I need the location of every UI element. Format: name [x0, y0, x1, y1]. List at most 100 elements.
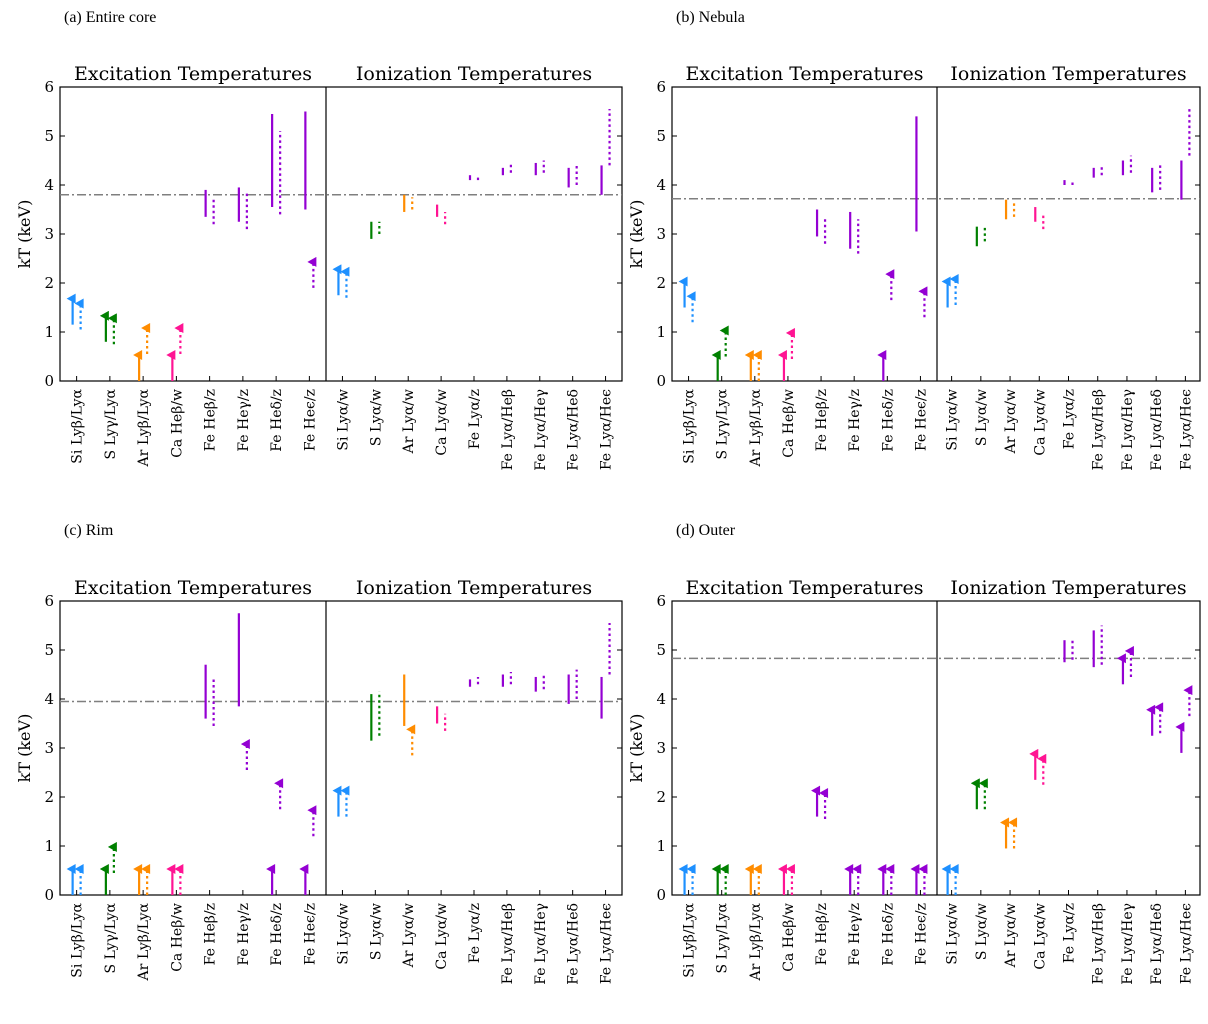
group-title: Ionization Temperatures: [356, 63, 592, 85]
category-label: Fe Lyα/z: [467, 389, 483, 449]
y-axis-label: kT (keV): [627, 714, 646, 783]
category-label: Ca Heβ/w: [169, 903, 185, 972]
category-label: S Lyγ/Lyα: [715, 902, 731, 973]
category-label: Fe Lyα/Heδ: [566, 389, 582, 471]
category-label: Fe Lyα/z: [467, 903, 483, 963]
category-label: Fe Lyα/Heγ: [533, 389, 549, 471]
category-label: Ca Lyα/w: [434, 903, 450, 970]
panel-plot: 0 1 2 3 4 5 6 kT (keV) Excitation Temperatures Si…: [627, 577, 1201, 985]
category-label: Fe Heδ/z: [269, 903, 285, 966]
y-tick-label: 5: [44, 127, 54, 145]
category-label: Ca Lyα/w: [1032, 389, 1048, 456]
plot-frame: [59, 600, 623, 896]
y-tick-label: 3: [44, 739, 54, 757]
category-label: Ar Lyβ/Lyα: [748, 902, 764, 981]
category-label: Fe Lyα/z: [1062, 389, 1078, 449]
category-label: Fe Lyα/Heϵ: [599, 389, 615, 470]
y-tick-label: 5: [656, 641, 666, 659]
panel-label: (a) Entire core: [64, 9, 156, 26]
category-label: Ca Heβ/w: [169, 389, 185, 458]
y-tick-label: 6: [656, 78, 666, 96]
y-tick-label: 3: [656, 225, 666, 243]
y-tick-label: 0: [656, 372, 666, 390]
category-label: Fe Heγ/z: [847, 903, 863, 966]
category-label: Fe Lyα/z: [1062, 903, 1078, 963]
category-label: Fe Heγ/z: [236, 903, 252, 966]
y-tick-label: 5: [656, 127, 666, 145]
category-label: Fe Heϵ/z: [913, 903, 929, 965]
category-label: Ar Lyβ/Lyα: [748, 388, 764, 467]
category-label: Ca Heβ/w: [781, 389, 797, 458]
category-label: Fe Lyα/Heϵ: [599, 903, 615, 984]
category-label: Fe Heδ/z: [880, 389, 896, 452]
category-label: Fe Lyα/Heβ: [1091, 903, 1107, 984]
category-label: Fe Lyα/Heϵ: [1178, 903, 1194, 984]
category-label: Fe Heϵ/z: [913, 389, 929, 451]
category-label: Si Lyα/w: [335, 389, 351, 451]
category-label: Fe Lyα/Heδ: [566, 903, 582, 985]
category-label: S Lyα/w: [974, 389, 990, 446]
category-label: Ar Lyβ/Lyα: [136, 388, 152, 467]
panel-d: (d) Outer 0 1 2 3 4 5 6 kT (keV) Excitation Temp…: [627, 522, 1201, 985]
panel-plot: 0 1 2 3 4 5 6 kT (keV) Excitation Temperatures Si…: [15, 577, 623, 985]
category-label: Si Lyβ/Lyα: [682, 388, 698, 463]
plot-frame: [671, 600, 1201, 896]
y-tick-label: 1: [44, 323, 54, 341]
y-tick-label: 5: [44, 641, 54, 659]
panel-plot: 0 1 2 3 4 5 6 kT (keV) Excitation Temperatures Si…: [627, 63, 1201, 471]
category-label: Ar Lyα/w: [401, 903, 417, 968]
y-tick-label: 6: [656, 592, 666, 610]
group-title: Excitation Temperatures: [686, 577, 924, 599]
group-title: Ionization Temperatures: [356, 577, 592, 599]
group-title: Excitation Temperatures: [74, 63, 312, 85]
category-label: Si Lyβ/Lyα: [682, 902, 698, 977]
y-tick-label: 3: [44, 225, 54, 243]
category-label: Ar Lyα/w: [1003, 389, 1019, 454]
category-label: Si Lyα/w: [335, 903, 351, 965]
category-label: S Lyγ/Lyα: [103, 902, 119, 973]
panel-c: (c) Rim 0 1 2 3 4 5 6 kT (keV) Excitation Temper…: [15, 522, 623, 985]
category-label: Fe Heδ/z: [880, 903, 896, 966]
category-label: Fe Heδ/z: [269, 389, 285, 452]
category-label: S Lyα/w: [368, 389, 384, 446]
category-label: Fe Heϵ/z: [302, 903, 318, 965]
panel-a: (a) Entire core 0 1 2 3 4 5 6 kT (keV) Excitatio…: [15, 9, 623, 471]
y-tick-label: 1: [44, 837, 54, 855]
category-label: Ar Lyβ/Lyα: [136, 902, 152, 981]
category-label: Si Lyα/w: [945, 389, 961, 451]
group-title: Ionization Temperatures: [950, 577, 1186, 599]
y-tick-label: 1: [656, 323, 666, 341]
category-label: Fe Heϵ/z: [302, 389, 318, 451]
category-label: S Lyγ/Lyα: [715, 388, 731, 459]
y-tick-label: 4: [44, 690, 54, 708]
y-tick-label: 6: [44, 78, 54, 96]
group-title: Excitation Temperatures: [686, 63, 924, 85]
category-label: Ar Lyα/w: [401, 389, 417, 454]
category-label: Fe Lyα/Heϵ: [1178, 389, 1194, 470]
y-axis-label: kT (keV): [15, 200, 34, 269]
category-label: Fe Lyα/Heδ: [1149, 903, 1165, 985]
panel-b: (b) Nebula 0 1 2 3 4 5 6 kT (keV) Excitation Tem…: [627, 9, 1201, 471]
y-tick-label: 4: [656, 690, 666, 708]
category-label: Fe Lyα/Heγ: [1120, 389, 1136, 471]
category-label: Fe Heβ/z: [814, 903, 830, 965]
group-title: Excitation Temperatures: [74, 577, 312, 599]
panel-plot: 0 1 2 3 4 5 6 kT (keV) Excitation Temperatures Si…: [15, 63, 623, 471]
category-label: Ca Lyα/w: [1032, 903, 1048, 970]
y-tick-label: 4: [44, 176, 54, 194]
category-label: Ca Lyα/w: [434, 389, 450, 456]
category-label: Fe Lyα/Heδ: [1149, 389, 1165, 471]
category-label: Si Lyα/w: [945, 903, 961, 965]
category-label: Fe Heβ/z: [203, 903, 219, 965]
group-title: Ionization Temperatures: [950, 63, 1186, 85]
category-label: S Lyα/w: [974, 903, 990, 960]
category-label: Fe Lyα/Heβ: [1091, 389, 1107, 470]
panel-label: (c) Rim: [64, 522, 114, 539]
category-label: Fe Lyα/Heγ: [1120, 903, 1136, 985]
panel-label: (b) Nebula: [676, 9, 745, 26]
y-tick-label: 2: [44, 788, 54, 806]
plot-frame: [59, 86, 623, 382]
y-tick-label: 2: [44, 274, 54, 292]
category-label: Ar Lyα/w: [1003, 903, 1019, 968]
